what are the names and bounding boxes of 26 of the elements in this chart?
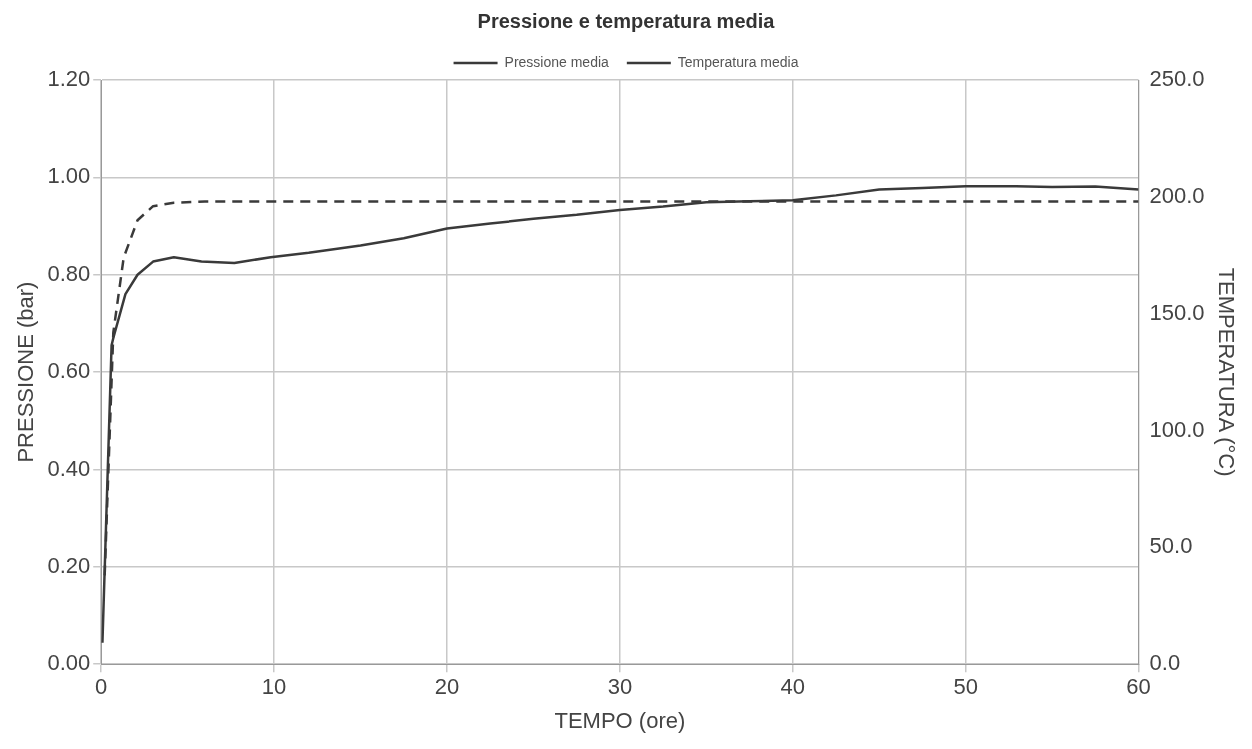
y-tick-label: 1.00 — [47, 163, 91, 189]
y2-tick-label: 0.0 — [1149, 650, 1181, 676]
y2-tick-label: 100.0 — [1149, 416, 1205, 442]
y2-tick-label: 200.0 — [1149, 182, 1205, 208]
y-tick-label: 0.60 — [47, 358, 91, 384]
legend-label: Temperatura media — [677, 53, 799, 70]
y-tick-label: 0.20 — [47, 552, 91, 578]
legend-label: Pressione media — [504, 53, 610, 70]
y2-tick-label: 250.0 — [1149, 66, 1205, 92]
x-tick-label: 30 — [607, 674, 633, 700]
x-tick-label: 60 — [1126, 674, 1151, 700]
x-tick-label: 20 — [434, 674, 460, 700]
x-tick-label: 10 — [261, 674, 287, 700]
x-axis-title: TEMPO (ore) — [554, 707, 686, 733]
y2-axis-title: TEMPERATURA (°C) — [1213, 267, 1239, 477]
y2-tick-label: 150.0 — [1149, 299, 1205, 325]
y-axis-title: PRESSIONE (bar) — [13, 281, 39, 463]
x-tick-label: 0 — [95, 674, 108, 700]
y-tick-label: 1.20 — [47, 66, 91, 92]
chart-title: Pressione e temperatura media — [477, 9, 776, 32]
x-tick-label: 40 — [780, 674, 806, 700]
y2-tick-label: 50.0 — [1149, 533, 1193, 559]
y-tick-label: 0.80 — [47, 260, 91, 286]
y-tick-label: 0.40 — [47, 455, 91, 481]
x-tick-label: 50 — [953, 674, 978, 700]
y-tick-label: 0.00 — [47, 650, 91, 676]
